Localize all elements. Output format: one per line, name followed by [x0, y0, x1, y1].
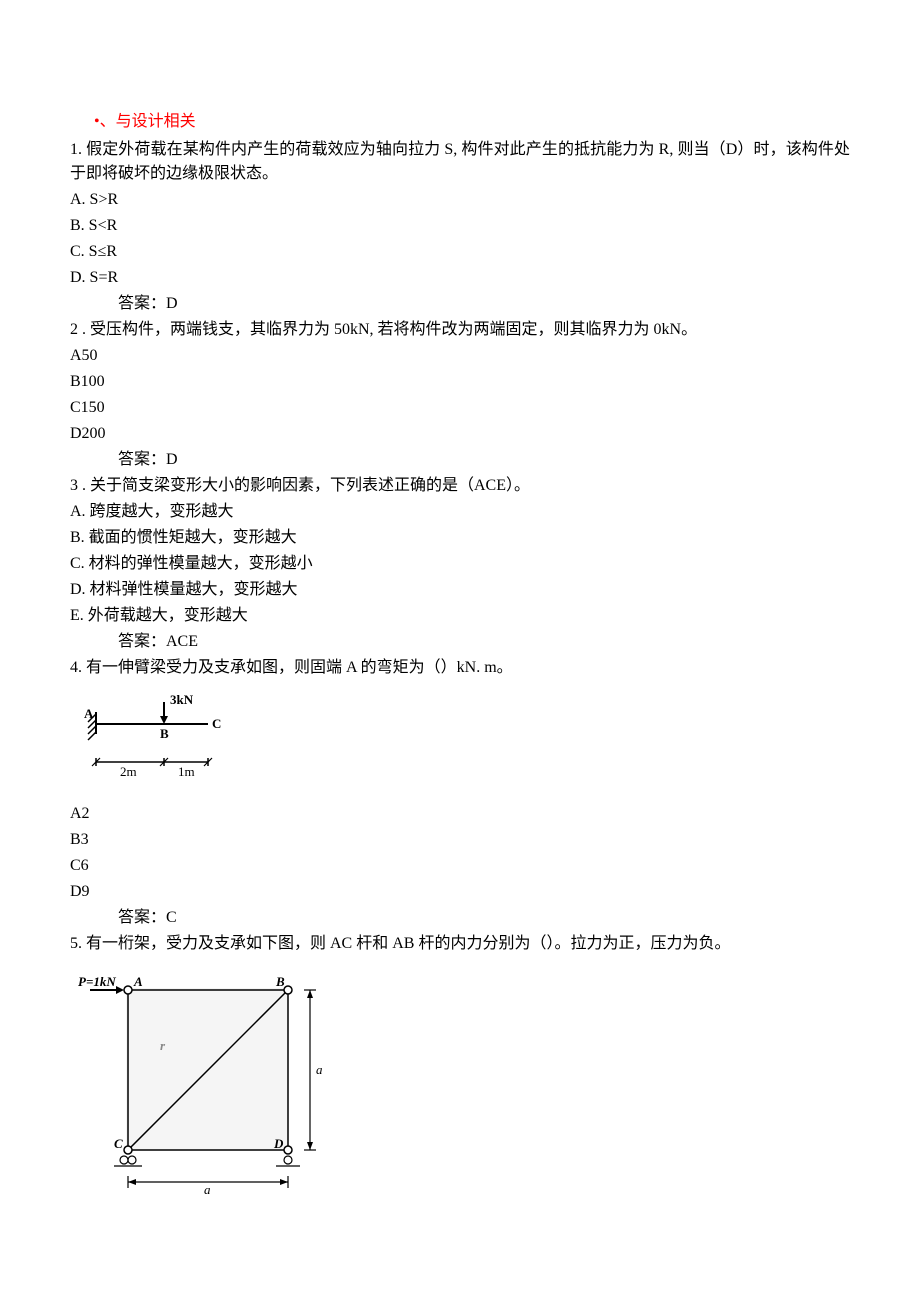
- question-text: 1. 假定外荷载在某构件内产生的荷载效应为轴向拉力 S, 构件对此产生的抵抗能力…: [70, 138, 850, 186]
- point-b: B: [275, 974, 285, 989]
- option-c: C150: [70, 396, 850, 420]
- question-3: 3 . 关于简支梁变形大小的影响因素，下列表述正确的是（ACE）。 A. 跨度越…: [70, 474, 850, 654]
- options: A. 跨度越大，变形越大 B. 截面的惯性矩越大，变形越大 C. 材料的弹性模量…: [70, 500, 850, 628]
- point-c: C: [114, 1136, 123, 1151]
- point-a: A: [133, 974, 143, 989]
- answer: 答案：D: [118, 448, 850, 472]
- option-d: D. 材料弹性模量越大，变形越大: [70, 578, 850, 602]
- question-text: 2 . 受压构件，两端钱支，其临界力为 50kN, 若将构件改为两端固定，则其临…: [70, 318, 850, 342]
- question-2: 2 . 受压构件，两端钱支，其临界力为 50kN, 若将构件改为两端固定，则其临…: [70, 318, 850, 472]
- options: A2 B3 C6 D9: [70, 802, 850, 904]
- beam-diagram: 3kN A B C 2m 1m: [78, 694, 850, 788]
- dim-right: a: [316, 1062, 323, 1077]
- point-d: D: [273, 1136, 284, 1151]
- load-label: 3kN: [170, 694, 194, 707]
- option-a: A50: [70, 344, 850, 368]
- question-text: 4. 有一伸臂梁受力及支承如图，则固端 A 的弯矩为（）kN. m。: [70, 656, 850, 680]
- option-a: A2: [70, 802, 850, 826]
- question-4: 4. 有一伸臂梁受力及支承如图，则固端 A 的弯矩为（）kN. m。: [70, 656, 850, 930]
- option-d: D9: [70, 880, 850, 904]
- option-d: D. S=R: [70, 266, 850, 290]
- dim-bottom: a: [204, 1182, 211, 1195]
- option-c: C6: [70, 854, 850, 878]
- answer: 答案：ACE: [118, 630, 850, 654]
- load-label: P=1kN: [78, 974, 116, 989]
- point-c: C: [212, 716, 221, 731]
- option-d: D200: [70, 422, 850, 446]
- option-b: B. S<R: [70, 214, 850, 238]
- dim-2: 1m: [178, 764, 195, 779]
- option-a: A. S>R: [70, 188, 850, 212]
- option-c: C. 材料的弹性模量越大，变形越小: [70, 552, 850, 576]
- option-b: B100: [70, 370, 850, 394]
- option-c: C. S≤R: [70, 240, 850, 264]
- question-1: 1. 假定外荷载在某构件内产生的荷载效应为轴向拉力 S, 构件对此产生的抵抗能力…: [70, 138, 850, 316]
- option-e: E. 外荷载越大，变形越大: [70, 604, 850, 628]
- option-a: A. 跨度越大，变形越大: [70, 500, 850, 524]
- option-b: B. 截面的惯性矩越大，变形越大: [70, 526, 850, 550]
- question-text: 3 . 关于简支梁变形大小的影响因素，下列表述正确的是（ACE）。: [70, 474, 850, 498]
- point-b: B: [160, 726, 169, 741]
- options: A. S>R B. S<R C. S≤R D. S=R: [70, 188, 850, 290]
- truss-diagram: P=1kN A B C D r a a: [78, 970, 850, 1203]
- question-5: 5. 有一桁架，受力及支承如下图，则 AC 杆和 AB 杆的内力分别为（）。拉力…: [70, 932, 850, 1203]
- answer: 答案：C: [118, 906, 850, 930]
- section-header: •、与设计相关: [94, 110, 850, 134]
- options: A50 B100 C150 D200: [70, 344, 850, 446]
- answer: 答案：D: [118, 292, 850, 316]
- option-b: B3: [70, 828, 850, 852]
- question-text: 5. 有一桁架，受力及支承如下图，则 AC 杆和 AB 杆的内力分别为（）。拉力…: [70, 932, 850, 956]
- dim-1: 2m: [120, 764, 137, 779]
- point-a: A: [84, 706, 94, 721]
